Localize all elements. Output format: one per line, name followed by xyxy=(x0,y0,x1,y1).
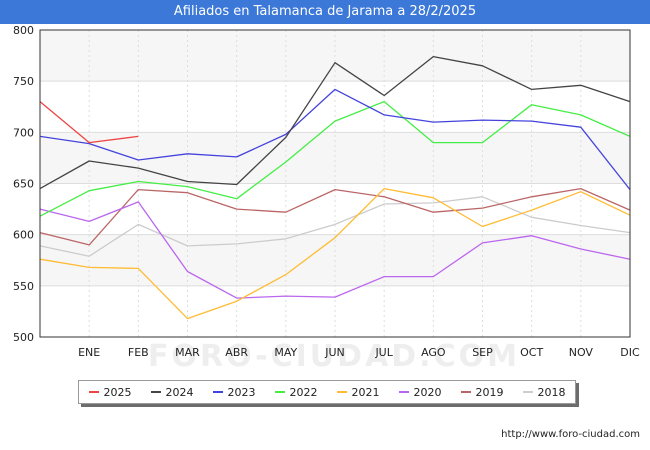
legend-label: 2023 xyxy=(227,385,256,399)
y-tick-label: 700 xyxy=(13,126,34,139)
x-axis-ticks: ENE FEB MAR ABR MAY JUN JUL AGO SEP OCT NOV DIC xyxy=(78,346,640,359)
legend-swatch xyxy=(522,391,533,393)
x-tick-label: JUL xyxy=(374,346,393,359)
legend-item-2022: 2022 xyxy=(274,385,318,399)
legend-item-2020: 2020 xyxy=(398,385,442,399)
y-tick-label: 550 xyxy=(13,280,34,293)
legend-item-2024: 2024 xyxy=(150,385,194,399)
legend: 2025 2024 2023 2022 2021 2020 2019 2018 xyxy=(78,380,576,404)
source-url[interactable]: http://www.foro-ciudad.com xyxy=(501,429,640,440)
legend-label: 2022 xyxy=(289,385,318,399)
x-tick-label: OCT xyxy=(520,346,543,359)
legend-swatch xyxy=(460,391,471,393)
series-line-2018 xyxy=(39,196,631,257)
legend-label: 2021 xyxy=(351,385,380,399)
y-axis-ticks: 500 550 600 650 700 750 800 xyxy=(13,24,34,344)
x-tick-label: SEP xyxy=(472,346,493,359)
y-tick-label: 500 xyxy=(13,331,34,344)
series-line-2021 xyxy=(39,187,631,320)
legend-swatch xyxy=(398,391,409,393)
x-tick-label: FEB xyxy=(128,346,149,359)
plot-frame xyxy=(39,29,631,338)
series-line-2019 xyxy=(39,187,631,246)
series-line-2023 xyxy=(39,88,631,191)
legend-swatch xyxy=(150,391,161,393)
x-tick-label: MAR xyxy=(175,346,200,359)
legend-label: 2024 xyxy=(165,385,194,399)
legend-swatch xyxy=(336,391,347,393)
y-tick-label: 750 xyxy=(13,75,34,88)
chart-title: Afiliados en Talamanca de Jarama a 28/2/… xyxy=(0,0,650,24)
series-line-2025 xyxy=(39,101,139,144)
legend-label: 2025 xyxy=(103,385,132,399)
legend-label: 2019 xyxy=(475,385,504,399)
legend-swatch xyxy=(212,391,223,393)
x-tick-label: ENE xyxy=(78,346,100,359)
legend-item-2018: 2018 xyxy=(522,385,566,399)
plot-bands xyxy=(40,30,630,286)
legend-label: 2018 xyxy=(537,385,566,399)
series-lines xyxy=(39,55,631,320)
legend-item-2019: 2019 xyxy=(460,385,504,399)
x-tick-label: ABR xyxy=(225,346,248,359)
series-line-2024 xyxy=(39,55,631,190)
legend-item-2025: 2025 xyxy=(88,385,132,399)
y-tick-label: 800 xyxy=(13,24,34,37)
watermark: FORO-CIUDAD.COM xyxy=(148,339,520,374)
series-line-2020 xyxy=(39,201,631,299)
legend-swatch xyxy=(88,391,99,393)
x-tick-label: DIC xyxy=(620,346,640,359)
legend-item-2023: 2023 xyxy=(212,385,256,399)
x-tick-label: JUN xyxy=(324,346,345,359)
y-tick-label: 650 xyxy=(13,178,34,191)
series-line-2022 xyxy=(39,100,631,217)
x-tick-label: AGO xyxy=(421,346,446,359)
x-tick-label: MAY xyxy=(274,346,297,359)
y-tick-label: 600 xyxy=(13,229,34,242)
legend-swatch xyxy=(274,391,285,393)
x-tick-label: NOV xyxy=(569,346,594,359)
legend-label: 2020 xyxy=(413,385,442,399)
legend-item-2021: 2021 xyxy=(336,385,380,399)
